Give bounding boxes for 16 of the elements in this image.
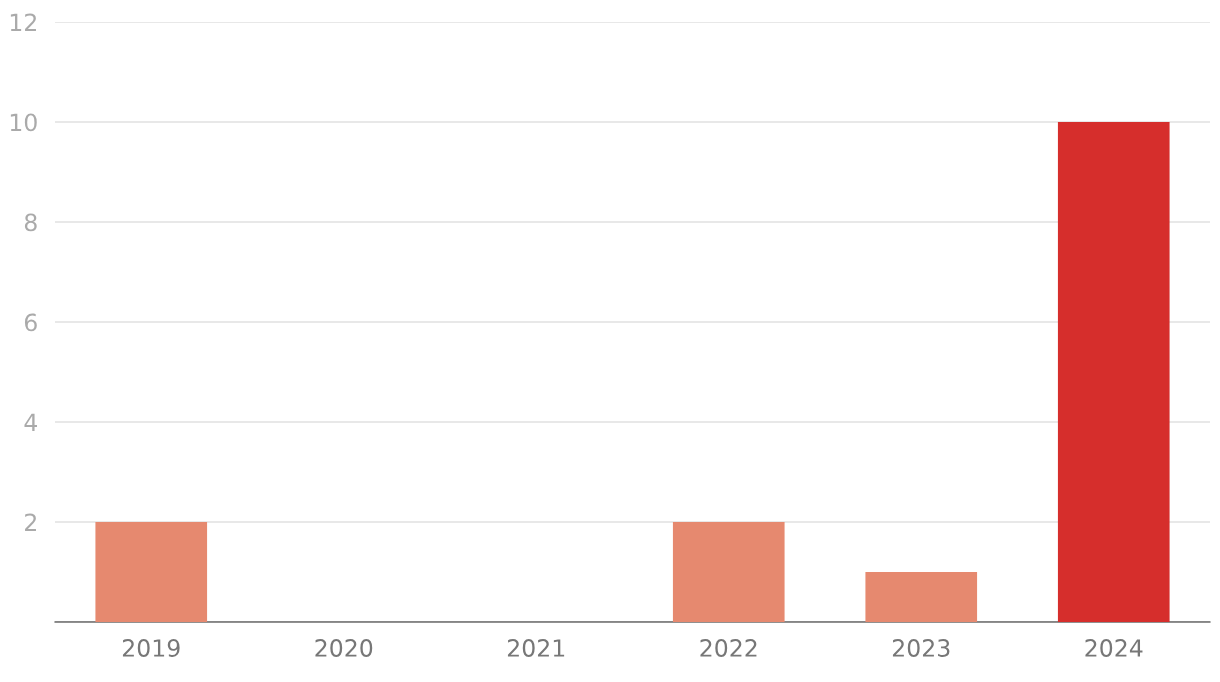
x-tick-label: 2020 <box>315 639 373 657</box>
y-tick-label: 4 <box>24 413 38 431</box>
bar <box>672 522 785 622</box>
y-tick-label: 2 <box>25 513 36 531</box>
x-tick-label: 2021 <box>507 639 565 657</box>
bar <box>865 572 978 622</box>
bar <box>1057 122 1170 622</box>
x-tick-label: 2024 <box>1085 639 1143 657</box>
x-tick-label: 2023 <box>892 639 950 657</box>
x-tick-label: 2022 <box>700 639 757 657</box>
bar <box>95 522 208 622</box>
y-tick-label: 8 <box>24 213 37 232</box>
y-tick-label: 10 <box>10 113 37 132</box>
y-tick-label: 12 <box>10 13 36 31</box>
y-tick-label: 6 <box>24 313 37 332</box>
x-tick-label: 2019 <box>122 639 180 657</box>
